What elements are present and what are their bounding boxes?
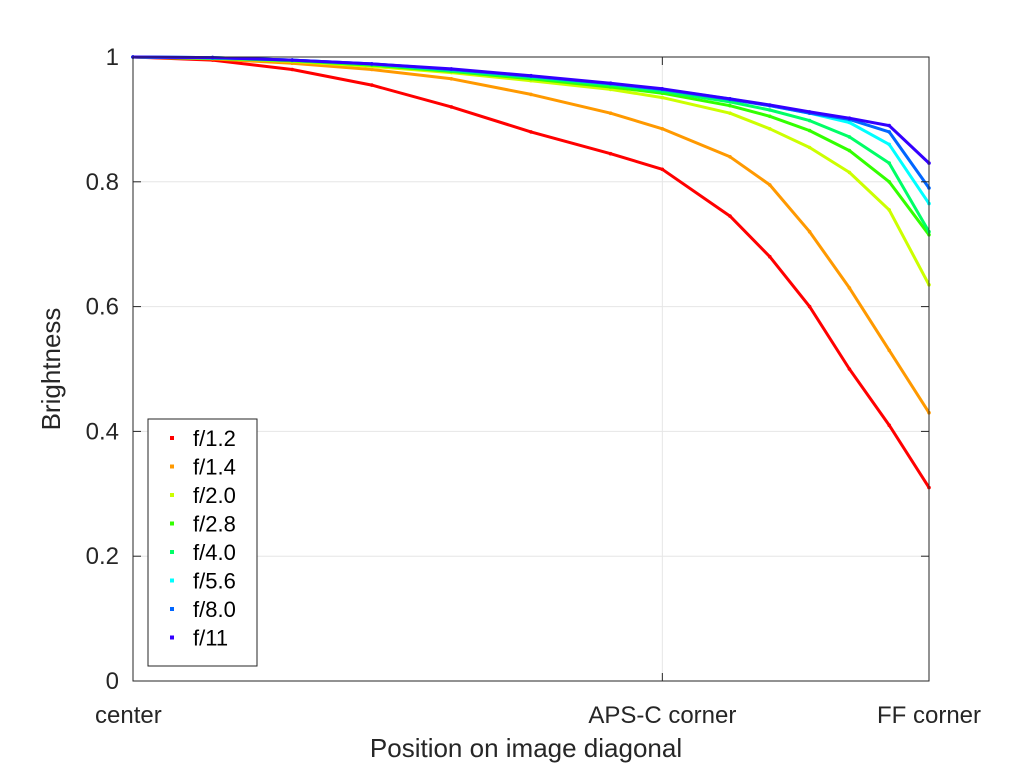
plot-frame — [132, 56, 930, 682]
y-tick-label: 0.4 — [86, 418, 119, 445]
x-tick-label: FF corner — [877, 702, 981, 729]
data-point — [768, 103, 772, 107]
data-point — [449, 77, 454, 81]
y-tick-label: 0 — [106, 668, 119, 695]
data-point — [210, 55, 215, 60]
legend-label-1: f/1.4 — [193, 455, 236, 480]
data-point — [529, 130, 533, 134]
data-point — [807, 304, 812, 309]
data-point — [449, 67, 454, 71]
data-point — [290, 58, 295, 62]
legend-label-5: f/5.6 — [193, 569, 236, 594]
legend-label-0: f/1.2 — [193, 426, 236, 451]
x-axis-label: Position on image diagonal — [370, 733, 682, 763]
data-point — [608, 81, 613, 85]
legend-marker-2 — [170, 493, 174, 497]
data-point — [449, 105, 454, 109]
data-point — [608, 111, 613, 115]
data-point — [847, 148, 852, 153]
x-tick-label: center — [95, 702, 162, 729]
data-point — [370, 67, 374, 72]
legend-label-4: f/4.0 — [193, 540, 236, 565]
data-point — [728, 214, 732, 218]
legend-marker-7 — [170, 635, 174, 640]
data-point — [847, 367, 852, 371]
legend-box — [147, 418, 258, 667]
ticks-layer: 0 0.2 0.4 0.6 0.8 1 center APS-C corner FF corne… — [86, 44, 981, 729]
y-tick-label: 1 — [106, 44, 119, 71]
data-point — [370, 83, 374, 87]
data-point — [887, 208, 891, 212]
legend-label-2: f/2.0 — [193, 483, 236, 508]
series-line-1 — [131, 55, 931, 415]
data-point — [887, 348, 891, 353]
data-point — [768, 183, 772, 187]
legend-marker-5 — [170, 578, 174, 583]
legend-marker-1 — [170, 464, 174, 469]
data-point — [608, 151, 613, 156]
data-point — [847, 120, 852, 125]
data-point — [807, 145, 812, 150]
legend-label-6: f/8.0 — [193, 597, 236, 622]
data-point — [807, 118, 812, 123]
legend-marker-3 — [170, 521, 174, 526]
data-point — [807, 229, 812, 234]
data-point — [887, 161, 891, 165]
data-point — [728, 111, 732, 115]
data-point — [807, 128, 812, 133]
legend: f/1.2 f/1.4 f/2.0 f/2.8 f/4.0 f/5.6 f/8.0 f/11 — [147, 418, 258, 667]
data-point — [728, 155, 732, 159]
data-point — [290, 67, 295, 72]
legend-marker-6 — [170, 607, 174, 611]
data-point — [529, 73, 533, 78]
y-tick-label: 0.6 — [86, 294, 119, 321]
data-point — [728, 97, 732, 101]
data-point — [660, 95, 665, 100]
data-point — [370, 62, 374, 66]
data-point — [768, 127, 772, 131]
x-tick-label: APS-C corner — [588, 702, 736, 729]
data-point — [887, 123, 891, 128]
series-layer — [131, 55, 931, 490]
data-point — [768, 108, 772, 112]
series-line-0 — [131, 55, 931, 490]
data-point — [768, 254, 772, 259]
data-point — [529, 92, 533, 97]
legend-label-3: f/2.8 — [193, 512, 236, 537]
data-point — [768, 114, 772, 119]
data-point — [887, 142, 891, 147]
y-axis-label: Brightness — [36, 308, 66, 431]
series-line-7 — [131, 55, 931, 165]
legend-marker-0 — [170, 436, 174, 440]
data-point — [728, 103, 732, 108]
data-point — [887, 130, 891, 134]
data-point — [847, 135, 852, 139]
data-point — [887, 423, 891, 428]
legend-items: f/1.2 f/1.4 f/2.0 f/2.8 f/4.0 f/5.6 f/8.0 f/11 — [170, 426, 236, 651]
data-point — [847, 116, 852, 120]
y-tick-label: 0.2 — [86, 543, 119, 570]
data-point — [847, 170, 852, 175]
data-point — [660, 127, 665, 131]
legend-marker-4 — [170, 550, 174, 554]
y-tick-label: 0.8 — [86, 169, 119, 196]
data-point — [660, 87, 665, 91]
data-point — [887, 180, 891, 184]
legend-label-7: f/11 — [193, 626, 228, 651]
data-point — [847, 286, 852, 290]
data-point — [807, 110, 812, 114]
data-point — [660, 167, 665, 172]
